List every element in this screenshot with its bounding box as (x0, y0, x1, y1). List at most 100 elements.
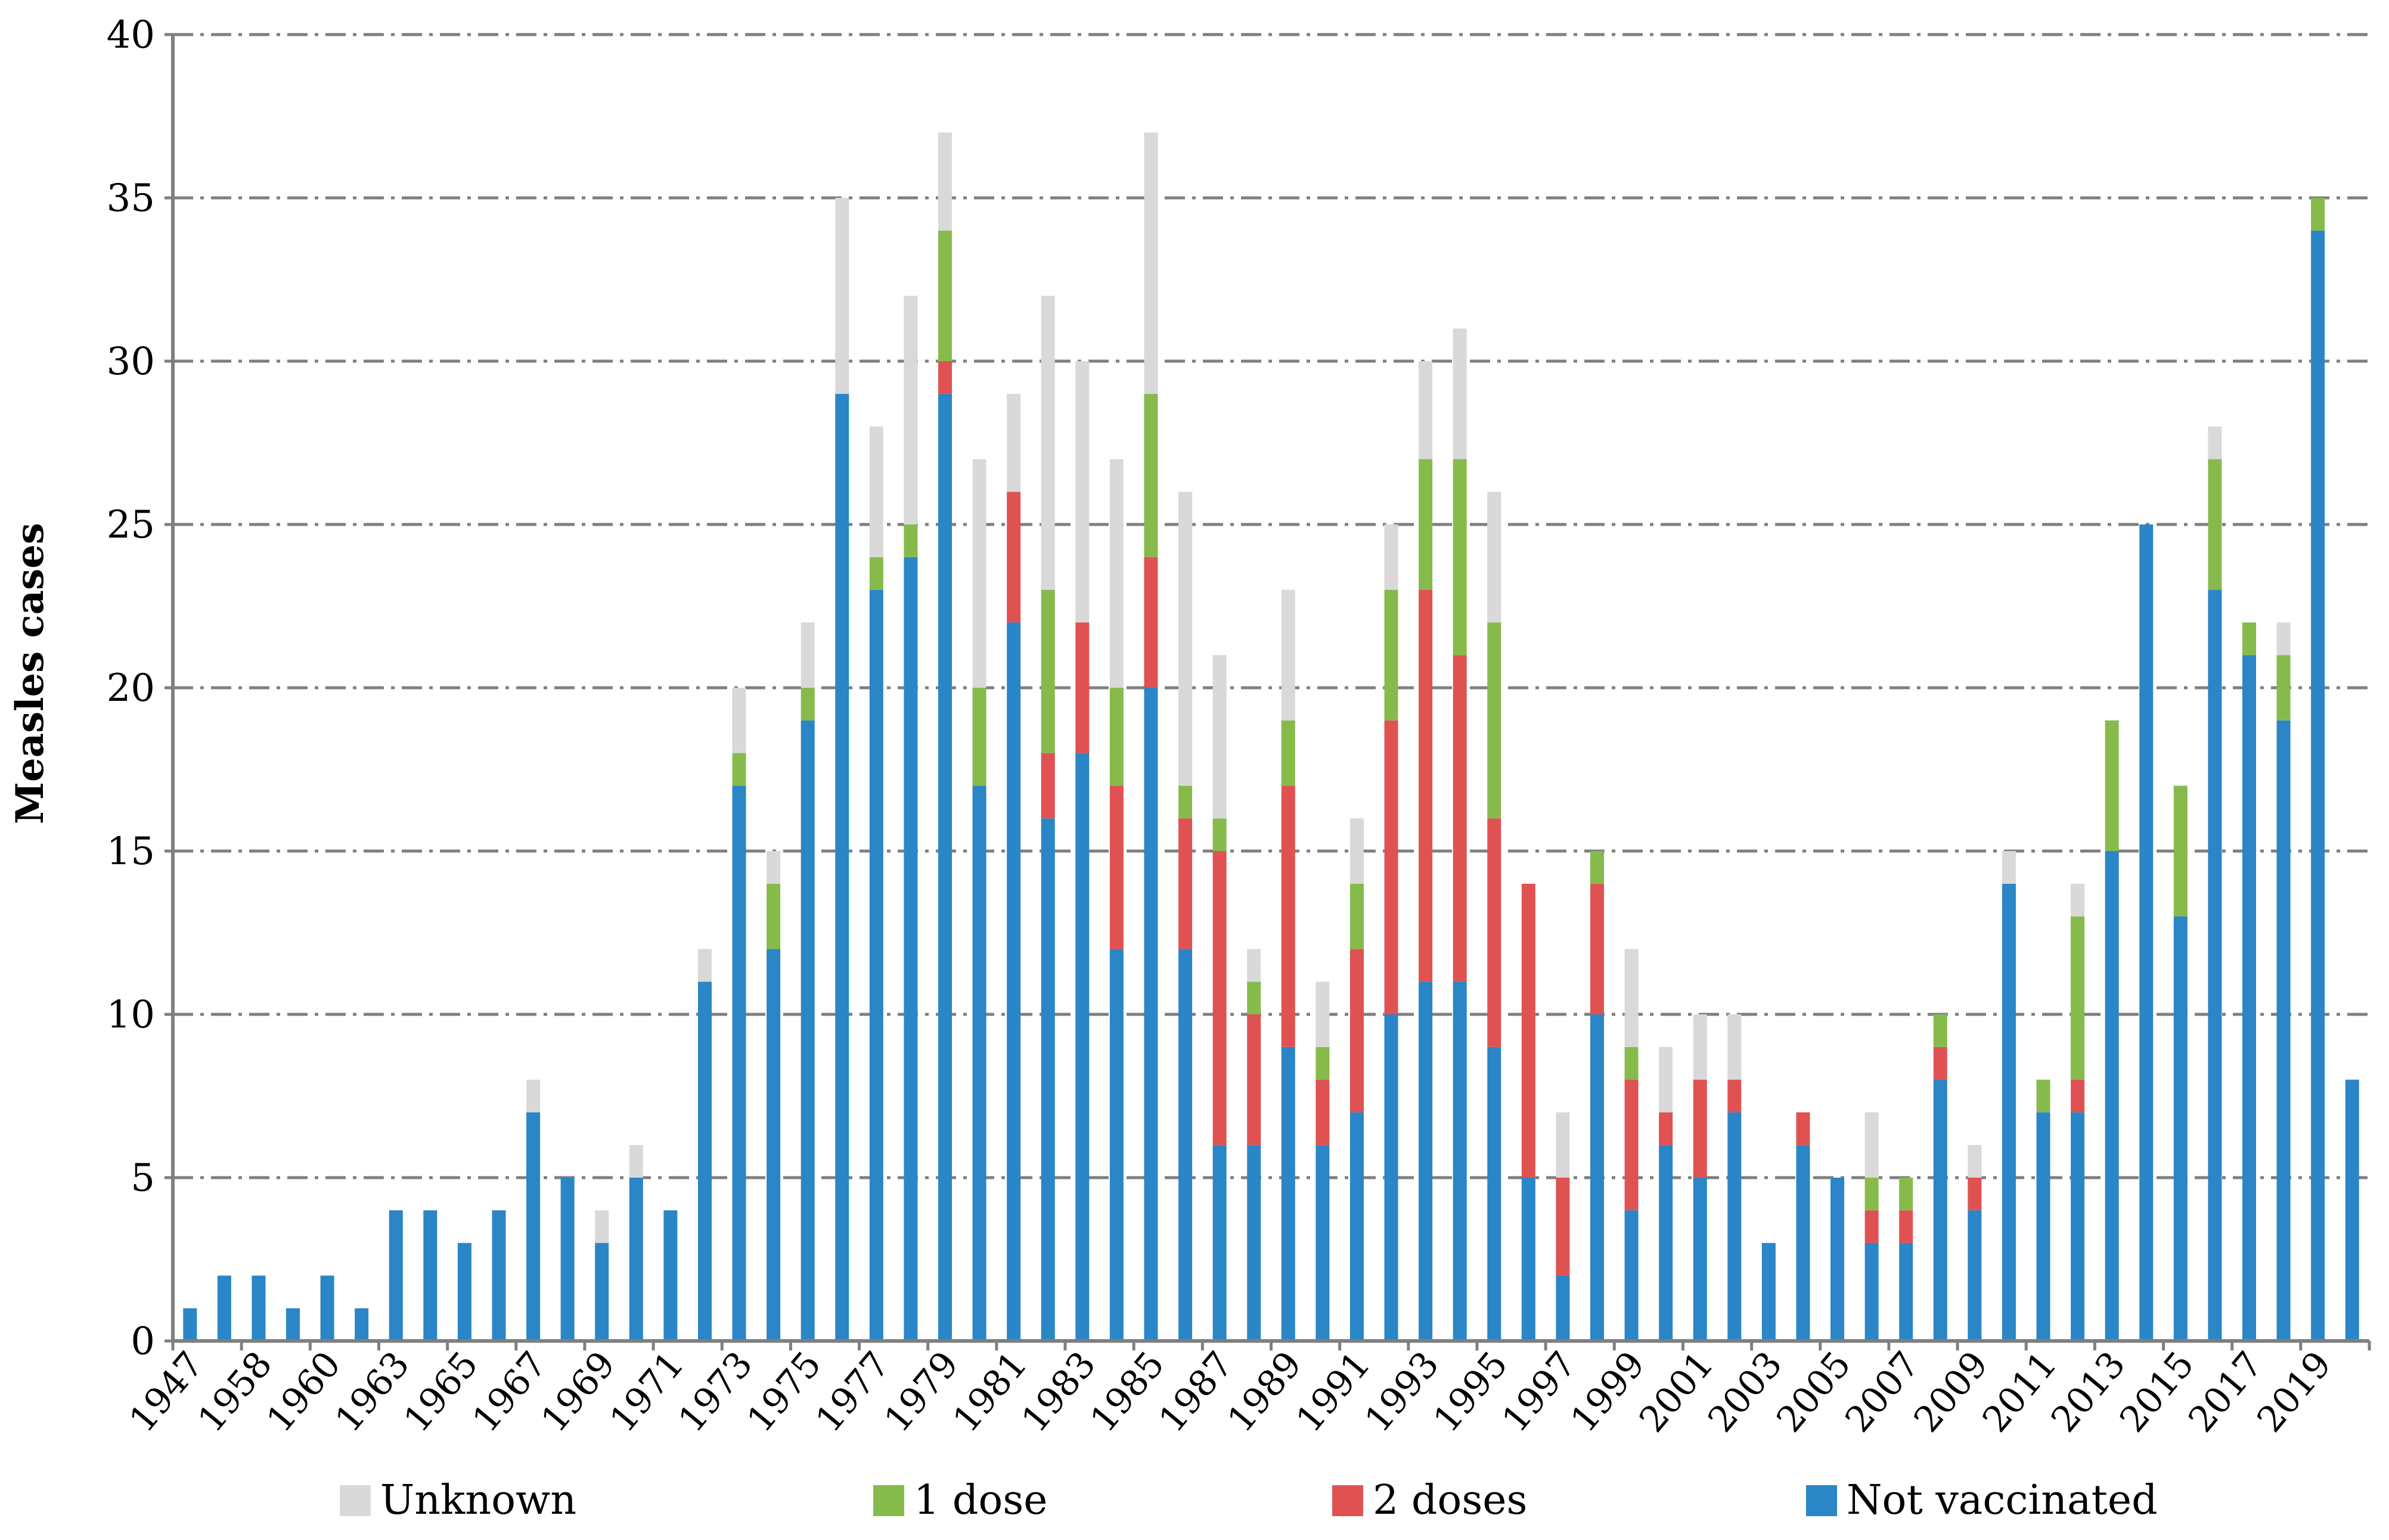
x-tick-label: 1989 (1220, 1344, 1310, 1440)
bar-1965-not-vaccinated (458, 1243, 471, 1341)
bar-1995-one-dose (1487, 622, 1501, 818)
bar-2009-not-vaccinated (1968, 1210, 1981, 1341)
bar-1990-one-dose (1315, 1047, 1329, 1080)
bar-1978-not-vaccinated (904, 557, 917, 1341)
bar-1979-two-doses (938, 361, 952, 394)
bar-2016-one-dose (2208, 459, 2222, 589)
bar-1987-unknown (1213, 655, 1227, 818)
x-tick-label: 2015 (2112, 1344, 2202, 1440)
bar-2019-one-dose (2311, 198, 2325, 231)
bar-2006-two-doses (1865, 1210, 1879, 1243)
bar-2012-unknown (2071, 884, 2084, 917)
x-tick-label: 1995 (1425, 1344, 1516, 1440)
x-tick-label: 2013 (2043, 1344, 2134, 1440)
bar-1976-not-vaccinated (835, 394, 849, 1341)
x-tick-label: 1971 (602, 1344, 693, 1440)
bar-1985-not-vaccinated (1144, 688, 1158, 1341)
x-tick-label: 1967 (464, 1344, 555, 1440)
x-tick-label: 1979 (876, 1344, 967, 1440)
bar-1980-not-vaccinated (973, 785, 986, 1341)
y-tick-labels: 0 5 10 15 20 25 30 35 40 (107, 13, 155, 1364)
bar-2006-not-vaccinated (1865, 1243, 1879, 1341)
bar-1975-one-dose (801, 688, 815, 721)
bar-2004-two-doses (1796, 1112, 1810, 1145)
bar-1985-one-dose (1144, 394, 1158, 557)
bar-1977-not-vaccinated (870, 590, 883, 1341)
bar-1988-one-dose (1247, 982, 1261, 1014)
bar-1981-two-doses (1007, 492, 1020, 622)
x-tick-label: 2001 (1631, 1344, 1722, 1440)
bar-2005-not-vaccinated (1830, 1178, 1844, 1341)
bar-1995-not-vaccinated (1487, 1047, 1501, 1341)
x-tick-label: 2007 (1837, 1344, 1928, 1440)
bar-2011-not-vaccinated (2036, 1112, 2050, 1341)
bar-2011-one-dose (2036, 1080, 2050, 1113)
chart-canvas: 0510152025303540 19471958196019631965196… (0, 0, 2389, 1537)
bar-1975-unknown (801, 622, 815, 688)
bar-1963-not-vaccinated (389, 1210, 403, 1341)
bar-1986-one-dose (1178, 785, 1192, 818)
bar-1983-unknown (1075, 361, 1089, 622)
y-tick-label: 20 (107, 666, 155, 710)
bar-2016-unknown (2208, 427, 2222, 459)
bar-1957-not-vaccinated (218, 1275, 231, 1341)
bar-1958-not-vaccinated (252, 1275, 265, 1341)
x-tick-label: 1981 (945, 1344, 1035, 1440)
bar-2007-not-vaccinated (1899, 1243, 1913, 1341)
y-tick-label: 40 (107, 13, 155, 57)
bar-2001-unknown (1693, 1014, 1707, 1080)
bar-1979-unknown (938, 132, 952, 230)
bar-1990-not-vaccinated (1315, 1145, 1329, 1341)
bar-1988-two-doses (1247, 1014, 1261, 1145)
bar-1987-one-dose (1213, 818, 1227, 851)
y-tick-label: 5 (131, 1156, 155, 1200)
bar-1974-unknown (767, 851, 780, 884)
bar-1994-unknown (1453, 328, 1467, 459)
bar-1977-unknown (870, 427, 883, 557)
bar-1992-one-dose (1385, 590, 1398, 721)
bar-1968-not-vaccinated (561, 1178, 575, 1341)
bar-1974-not-vaccinated (767, 949, 780, 1341)
bar-2007-one-dose (1899, 1178, 1913, 1210)
bar-1980-one-dose (973, 688, 986, 785)
bar-2018-unknown (2277, 622, 2291, 655)
bar-2014-not-vaccinated (2139, 524, 2153, 1341)
bar-1997-not-vaccinated (1556, 1275, 1569, 1341)
bar-1984-not-vaccinated (1110, 949, 1124, 1341)
bar-1996-not-vaccinated (1522, 1178, 1535, 1341)
bar-1966-not-vaccinated (492, 1210, 505, 1341)
bar-1999-unknown (1625, 949, 1639, 1047)
bar-1975-not-vaccinated (801, 721, 815, 1341)
bar-1999-two-doses (1625, 1080, 1639, 1210)
y-tick-label: 0 (131, 1319, 155, 1364)
bar-1994-one-dose (1453, 459, 1467, 655)
bar-1987-not-vaccinated (1213, 1145, 1227, 1341)
bar-1973-unknown (733, 688, 746, 753)
bar-2004-not-vaccinated (1796, 1145, 1810, 1341)
y-tick-label: 25 (107, 503, 155, 547)
bar-1981-unknown (1007, 394, 1020, 492)
y-tick-label: 35 (107, 176, 155, 221)
bar-2018-one-dose (2277, 655, 2291, 721)
bar-1999-not-vaccinated (1625, 1210, 1639, 1341)
bar-1967-unknown (526, 1080, 540, 1113)
bar-1978-one-dose (904, 524, 917, 557)
bar-1982-one-dose (1041, 590, 1055, 753)
bar-1967-not-vaccinated (526, 1112, 540, 1341)
bar-2010-unknown (2002, 851, 2016, 884)
bar-1961-not-vaccinated (355, 1308, 368, 1341)
legend-label: Not vaccinated (1847, 1477, 2158, 1524)
bar-1996-two-doses (1522, 884, 1535, 1178)
bar-2000-not-vaccinated (1659, 1145, 1673, 1341)
bar-2001-not-vaccinated (1693, 1178, 1707, 1341)
bar-1977-one-dose (870, 557, 883, 590)
bar-2015-one-dose (2174, 785, 2188, 916)
bar-1969-not-vaccinated (595, 1243, 609, 1341)
legend: Unknown 1 dose 2 doses Not vaccinated (340, 1477, 2158, 1524)
bar-1973-one-dose (733, 753, 746, 786)
bar-2010-not-vaccinated (2002, 884, 2016, 1341)
y-tick-label: 15 (107, 830, 155, 874)
bar-2003-not-vaccinated (1762, 1243, 1776, 1341)
bar-2002-not-vaccinated (1727, 1112, 1741, 1341)
bar-2008-not-vaccinated (1934, 1080, 1947, 1341)
